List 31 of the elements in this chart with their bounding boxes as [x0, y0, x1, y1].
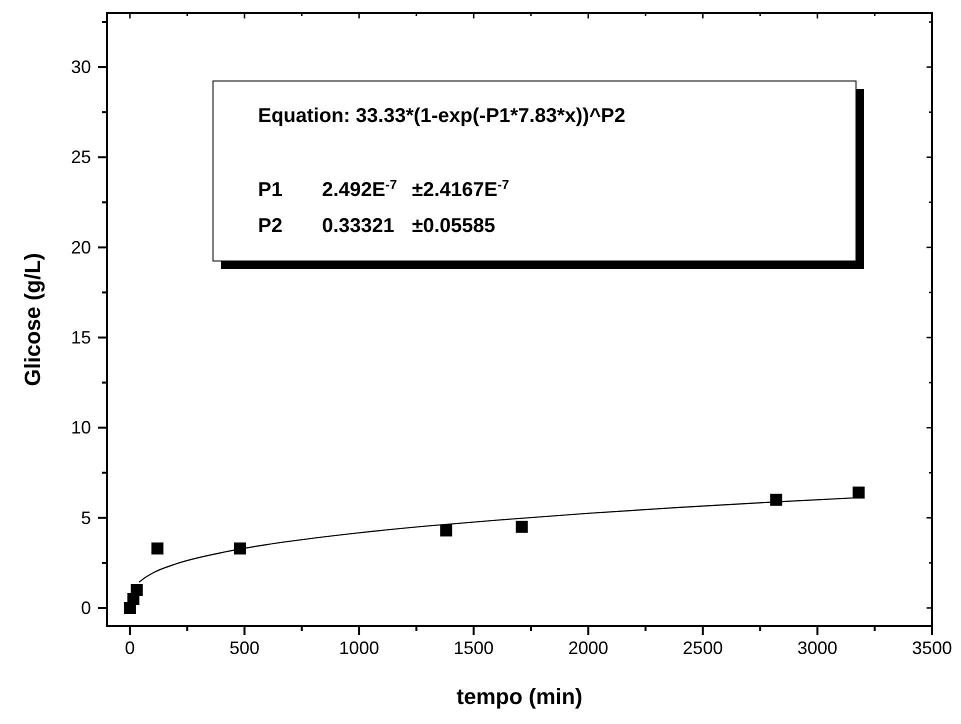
y-tick-label: 0 — [80, 598, 91, 618]
point — [516, 520, 528, 533]
x-axis-title: tempo (min) — [456, 684, 582, 709]
x-tick-label: 3500 — [912, 638, 952, 658]
point — [770, 494, 782, 506]
y-tick-label: 15 — [70, 328, 91, 348]
x-tick-label: 2500 — [682, 638, 723, 658]
x-tick-label: 500 — [229, 638, 260, 658]
annotation: P2 — [258, 215, 282, 237]
x-tick-label: 3000 — [797, 638, 838, 658]
annotation: ±0.05585 — [412, 215, 496, 237]
point — [440, 524, 452, 536]
y-axis-title: Glicose (g/L) — [20, 252, 45, 386]
annotation: Equation: 33.33*(1-exp(-P1*7.83*x))^P2 — [258, 105, 626, 127]
annotation: 0.33321 — [322, 215, 394, 237]
annotation: 2.492E$^{-7}$ — [322, 176, 397, 201]
x-tick-label: 1500 — [454, 638, 494, 658]
y-tick-label: 10 — [70, 418, 91, 438]
y-tick-label: 20 — [70, 237, 91, 258]
point — [234, 542, 246, 554]
point — [852, 486, 865, 499]
y-tick-label: 5 — [80, 508, 91, 528]
point — [151, 542, 164, 554]
annotation: ±2.4167E$^{-7}$ — [412, 176, 510, 201]
annotation: P1 — [258, 179, 282, 201]
y-tick-label: 25 — [70, 147, 91, 168]
x-tick-label: 2000 — [568, 638, 608, 658]
x-tick-label: 1000 — [339, 638, 380, 658]
y-tick-label: 30 — [70, 57, 91, 78]
x-tick-label: 0 — [124, 638, 135, 658]
point — [130, 584, 143, 596]
